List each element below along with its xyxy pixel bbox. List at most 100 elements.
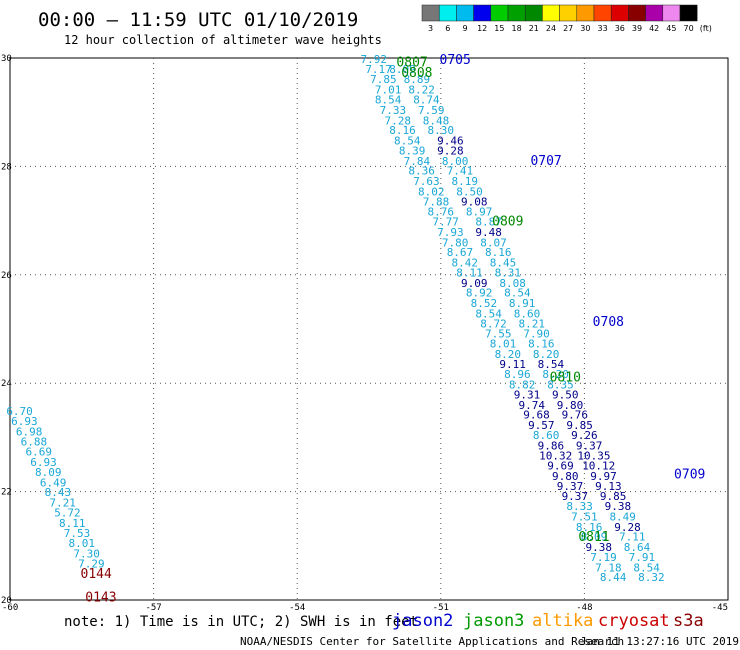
pass-label: 0707 [530, 154, 561, 169]
wave-height-point: 7.01 [375, 83, 402, 96]
wave-height-point: 9.80 [552, 470, 579, 483]
wave-height-point: 8.64 [624, 541, 651, 554]
color-scale-label: 36 [615, 24, 625, 33]
wave-height-point: 8.33 [566, 500, 593, 513]
color-scale-swatch [524, 4, 543, 22]
wave-height-point: 10.35 [577, 449, 610, 462]
color-scale-label: (ft) [700, 24, 712, 33]
color-scale-swatch [645, 4, 664, 22]
y-tick-label: 20 [1, 596, 12, 606]
color-scale-swatch [490, 4, 509, 22]
wave-height-point: 8.87 [475, 216, 502, 229]
wave-height-point: 9.85 [600, 490, 627, 503]
satellite-legend-altika: altika [532, 611, 593, 631]
color-scale-label: 12 [477, 24, 487, 33]
wave-height-point: 9.08 [461, 196, 488, 209]
wave-height-point: 8.42 [451, 256, 478, 269]
pass-label: 0143 [85, 591, 116, 606]
pass-label: 0808 [401, 66, 432, 81]
x-tick-label: -51 [433, 603, 449, 613]
satellite-legend: jason2 jason3 altika cryosat s3a [392, 611, 704, 631]
wave-height-point: 9.31 [514, 389, 541, 402]
x-tick-label: -45 [712, 603, 728, 613]
wave-height-point: 8.11 [456, 267, 483, 280]
color-scale-swatch [473, 4, 492, 22]
color-scale-label: 15 [494, 24, 504, 33]
wave-height-point: 8.35 [547, 378, 574, 391]
x-tick-labels: -60 -57 -54 -51 -48 -45 [2, 603, 728, 613]
wave-height-point: 7.11 [619, 531, 646, 544]
wave-height-point: 9.28 [614, 521, 641, 534]
wave-height-point: 8.16 [576, 521, 603, 534]
color-scale-swatch [662, 4, 681, 22]
pass-label: 0807 [396, 55, 427, 70]
wave-height-point: 8.48 [423, 114, 450, 127]
wave-height-point: 8.30 [428, 124, 455, 137]
wave-height-point: 6.93 [11, 415, 38, 428]
wave-height-point: 7.53 [64, 527, 91, 540]
wave-height-point: 9.13 [595, 480, 622, 493]
wave-height-point: 8.50 [456, 185, 483, 198]
color-scale-label: 70 [684, 24, 694, 33]
wave-height-point: 8.91 [509, 297, 536, 310]
wave-height-point: 8.89 [404, 73, 431, 86]
satellite-legend-jason3: jason3 [463, 611, 524, 631]
wave-height-point: 8.21 [518, 318, 545, 331]
wave-height-point: 9.48 [475, 226, 502, 239]
pass-label: 0705 [440, 53, 471, 68]
pass-label: 0144 [81, 567, 112, 582]
color-scale-swatch [679, 4, 698, 22]
color-scale-swatch [610, 4, 629, 22]
wave-height-point: 8.54 [504, 287, 531, 300]
wave-height-point: 6.49 [40, 476, 67, 489]
grid-lines [10, 58, 728, 600]
wave-height-point: 9.37 [576, 440, 603, 453]
wave-height-point: 9.85 [566, 419, 593, 432]
wave-height-point: 5.72 [54, 507, 81, 520]
wave-height-point: 9.09 [461, 277, 488, 290]
pass-label: 0809 [492, 215, 523, 230]
color-scale-label: 33 [598, 24, 608, 33]
wave-height-point: 8.54 [375, 94, 402, 107]
wave-height-point: 7.84 [404, 155, 431, 168]
wave-height-point: 8.96 [504, 368, 531, 381]
wave-height-point: 10.12 [582, 460, 615, 473]
x-tick-label: -60 [2, 603, 18, 613]
wave-height-point: 9.86 [538, 440, 565, 453]
wave-height-point: 8.32 [638, 571, 665, 584]
wave-height-point: 7.88 [423, 196, 450, 209]
wave-height-point: 8.54 [538, 358, 565, 371]
y-tick-label: 24 [1, 379, 12, 389]
note-text: note: 1) Time is in UTC; 2) SWH is in fe… [64, 614, 418, 630]
pass-label: 0708 [593, 315, 624, 330]
wave-height-point: 9.80 [557, 399, 584, 412]
color-scale-label: 21 [529, 24, 539, 33]
wave-height-point: 7.77 [432, 216, 459, 229]
color-scale-label: 42 [649, 24, 659, 33]
wave-height-point: 7.28 [384, 114, 411, 127]
wave-height-point: 8.97 [466, 205, 493, 218]
wave-height-point: 6.98 [16, 425, 43, 438]
wave-height-point: 8.39 [399, 145, 426, 158]
wave-height-point: 8.36 [408, 165, 435, 178]
satellite-legend-cryosat: cryosat [598, 611, 670, 631]
wave-height-point: 7.59 [418, 104, 445, 117]
wave-height-point: 8.31 [495, 267, 522, 280]
wave-height-point: 9.57 [528, 419, 555, 432]
x-tick-label: -54 [289, 603, 305, 613]
wave-height-point: 8.00 [442, 155, 469, 168]
pass-label: 0810 [550, 371, 581, 386]
color-scale: 3 6 9 12 15 18 21 24 27 30 33 36 39 42 45 70 (ft) [421, 4, 712, 33]
wave-height-point: 8.01 [69, 537, 96, 550]
wave-height-point: 6.93 [30, 456, 57, 469]
wave-height-point: 8.20 [533, 348, 560, 361]
color-scale-label: 24 [546, 24, 556, 33]
generated-time: Jan 11 13:27:16 UTC 2019 [580, 635, 739, 648]
wave-height-point: 7.41 [447, 165, 474, 178]
wave-height-point: 8.11 [59, 517, 86, 530]
wave-height-point: 9.38 [586, 541, 613, 554]
wave-height-point: 8.19 [451, 175, 478, 188]
wave-height-point: 7.55 [485, 327, 512, 340]
wave-height-point: 8.49 [609, 511, 636, 524]
